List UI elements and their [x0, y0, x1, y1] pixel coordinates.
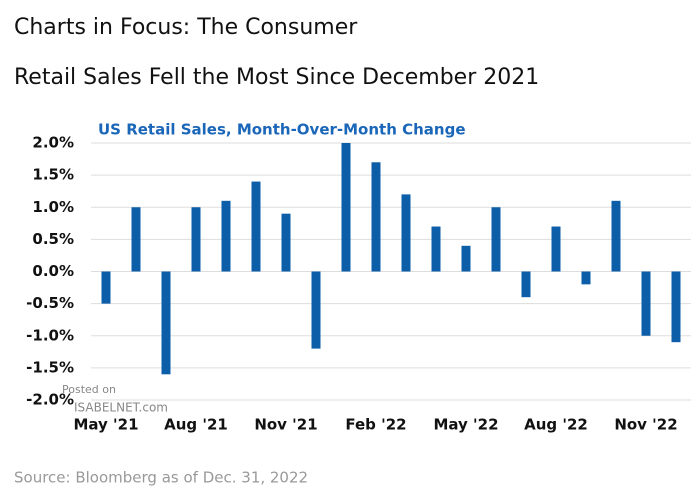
y-tick-label: 1.5%: [32, 166, 74, 184]
bar: [491, 207, 501, 272]
y-tick-label: -1.0%: [26, 326, 74, 344]
y-tick-label: 0.0%: [32, 262, 74, 280]
x-tick-label: Aug '21: [164, 416, 228, 434]
bar: [461, 245, 471, 272]
x-tick-label: Nov '22: [614, 416, 677, 434]
x-tick-label: May '22: [433, 416, 498, 434]
y-tick-label: 2.0%: [32, 134, 74, 152]
bar: [371, 162, 381, 272]
bar: [611, 200, 621, 272]
bar: [161, 271, 171, 375]
source: Source: Bloomberg as of Dec. 31, 2022: [14, 469, 308, 487]
title: Retail Sales Fell the Most Since Decembe…: [14, 65, 539, 90]
bar: [191, 207, 201, 272]
bar: [341, 143, 351, 272]
y-tick-label: -1.5%: [26, 358, 74, 376]
x-tick-label: Aug '22: [524, 416, 588, 434]
title: Charts in Focus: The Consumer: [14, 15, 358, 40]
bar: [521, 271, 531, 298]
bar: [671, 271, 681, 343]
watermark: Posted on: [62, 383, 116, 396]
y-tick-label: -2.0%: [26, 391, 74, 409]
x-tick-label: Feb '22: [345, 416, 406, 434]
bar: [251, 181, 261, 272]
y-tick-label: 1.0%: [32, 198, 74, 216]
bar: [581, 271, 591, 285]
x-tick-label: May '21: [73, 416, 138, 434]
watermark: ISABELNET.com: [74, 401, 168, 415]
bar: [281, 213, 291, 272]
x-tick-label: Nov '21: [254, 416, 317, 434]
y-tick-label: 0.5%: [32, 230, 74, 248]
chart-title: US Retail Sales, Month-Over-Month Change: [98, 121, 466, 139]
bar: [221, 200, 231, 272]
bar: [311, 271, 321, 349]
y-tick-label: -0.5%: [26, 294, 74, 312]
bar: [431, 226, 441, 272]
bar: [401, 194, 411, 272]
bar: [101, 271, 111, 304]
bar: [641, 271, 651, 336]
bar: [131, 207, 141, 272]
bar: [551, 226, 561, 272]
